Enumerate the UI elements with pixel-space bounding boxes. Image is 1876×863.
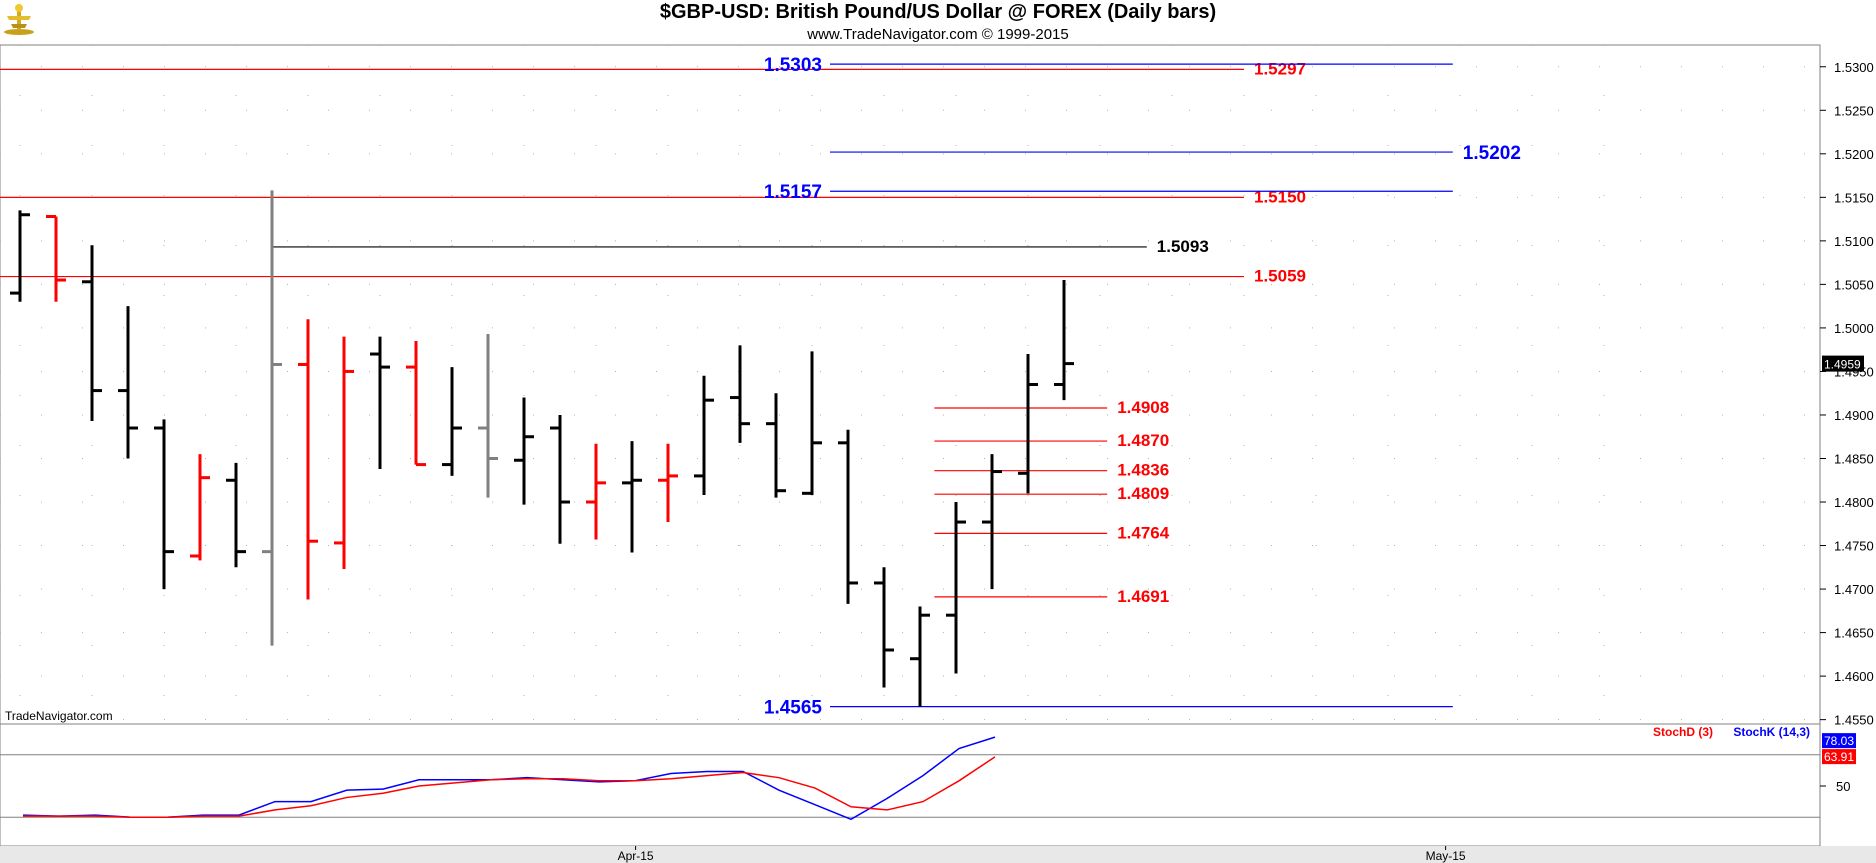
level-label: 1.5093 bbox=[1157, 237, 1209, 256]
level-label: 1.4565 bbox=[764, 698, 823, 719]
legend-stochd: StochD (3) bbox=[1653, 725, 1713, 739]
x-tick-label: May-15 bbox=[1426, 849, 1466, 863]
last-price-label: 1.4959 bbox=[1824, 358, 1861, 372]
y-tick-label: 1.4850 bbox=[1834, 451, 1874, 466]
price-pane bbox=[0, 44, 1821, 725]
ohlc-bars bbox=[10, 190, 1074, 707]
y-tick-label: 1.4600 bbox=[1834, 669, 1874, 684]
stochastic-lines bbox=[22, 736, 996, 821]
ohlc-bar bbox=[550, 414, 570, 544]
y-tick-label: 1.5000 bbox=[1834, 321, 1874, 336]
ohlc-bar bbox=[802, 351, 822, 496]
ohlc-bar bbox=[730, 345, 750, 443]
ohlc-bar bbox=[46, 214, 66, 302]
ohlc-bar bbox=[370, 336, 390, 469]
ohlc-bar bbox=[10, 210, 30, 302]
ohlc-bar bbox=[406, 340, 426, 467]
ohlc-bar bbox=[766, 393, 786, 498]
y-tick-label: 1.4700 bbox=[1834, 582, 1874, 597]
ohlc-bar bbox=[1054, 280, 1074, 401]
chart-subtitle: www.TradeNavigator.com © 1999-2015 bbox=[807, 26, 1069, 43]
stochd-value-box bbox=[1822, 749, 1856, 765]
bottom-axis-bg bbox=[0, 846, 1876, 863]
y-tick-label: 1.5100 bbox=[1834, 234, 1874, 249]
y-tick-label: 1.4800 bbox=[1834, 495, 1874, 510]
level-label: 1.5157 bbox=[764, 182, 822, 203]
y-tick-label: 1.5200 bbox=[1834, 147, 1874, 162]
ohlc-bar bbox=[658, 443, 678, 523]
y-tick-label: 50 bbox=[1836, 779, 1850, 794]
ohlc-bar bbox=[190, 454, 210, 561]
level-label: 1.5202 bbox=[1463, 143, 1521, 164]
ohlc-bar bbox=[82, 245, 102, 422]
trade-navigator-logo-icon bbox=[4, 4, 34, 35]
level-label: 1.4691 bbox=[1117, 587, 1169, 606]
oscillator-axis: 50 StochD (3) StochK (14,3) 78.03 63.91 bbox=[1653, 725, 1856, 794]
ohlc-bar bbox=[154, 419, 174, 590]
ohlc-bar bbox=[874, 567, 894, 688]
ohlc-bar bbox=[910, 606, 930, 707]
x-tick-label: Apr-15 bbox=[618, 849, 654, 863]
level-label: 1.4870 bbox=[1117, 431, 1169, 450]
oscillator-pane bbox=[0, 723, 1821, 847]
ohlc-bar bbox=[334, 336, 354, 570]
ohlc-bar bbox=[514, 397, 534, 505]
price-levels: 1.5297 1.5150 1.5059 1.5093 1.5303 1.5157 1.52… bbox=[0, 55, 1521, 719]
ohlc-bar bbox=[946, 502, 966, 674]
ohlc-bar bbox=[586, 443, 606, 540]
ohlc-bar bbox=[838, 429, 858, 604]
y-tick-label: 1.4750 bbox=[1834, 539, 1874, 554]
last-price-box bbox=[1822, 355, 1864, 372]
ohlc-bar bbox=[118, 306, 138, 459]
chart-title: $GBP-USD: British Pound/US Dollar @ FORE… bbox=[659, 1, 1217, 23]
y-tick-label: 1.4550 bbox=[1834, 713, 1874, 728]
stochk-value: 78.03 bbox=[1824, 734, 1854, 748]
level-label: 1.5297 bbox=[1254, 59, 1306, 78]
ohlc-bar bbox=[694, 375, 714, 496]
time-axis: Apr-15 May-15 bbox=[618, 846, 1466, 863]
stoch-line bbox=[23, 756, 996, 818]
ohlc-bar bbox=[442, 367, 462, 476]
y-tick-label: 1.5250 bbox=[1834, 103, 1874, 118]
ohlc-bar bbox=[262, 190, 282, 646]
y-tick-label: 1.5050 bbox=[1834, 277, 1874, 292]
level-label: 1.5150 bbox=[1254, 187, 1306, 206]
ohlc-bar bbox=[478, 334, 498, 498]
price-pane-axis-bg bbox=[1820, 45, 1876, 725]
stochd-value: 63.91 bbox=[1824, 750, 1854, 764]
level-label: 1.4908 bbox=[1117, 398, 1169, 417]
y-tick-label: 1.4900 bbox=[1834, 408, 1874, 423]
oscillator-grid bbox=[0, 754, 1820, 818]
y-tick-label: 1.4650 bbox=[1834, 626, 1874, 641]
level-label: 1.5059 bbox=[1254, 267, 1306, 286]
chart-header: $GBP-USD: British Pound/US Dollar @ FORE… bbox=[0, 0, 1876, 45]
ohlc-bar bbox=[226, 462, 246, 568]
level-label: 1.4836 bbox=[1117, 461, 1169, 480]
ohlc-bar bbox=[1018, 354, 1038, 494]
price-axis: 1.4550 1.4600 1.4650 1.4700 1.4750 1.4800 1.48… bbox=[1820, 60, 1874, 728]
stochk-value-box bbox=[1822, 733, 1856, 749]
ohlc-bar bbox=[622, 441, 642, 553]
y-tick-label: 1.5150 bbox=[1834, 190, 1874, 205]
y-tick-label: 1.5300 bbox=[1834, 60, 1874, 75]
watermark: TradeNavigator.com bbox=[5, 709, 113, 723]
ohlc-bar bbox=[982, 454, 1002, 590]
level-label: 1.4809 bbox=[1117, 484, 1169, 503]
legend-stochk: StochK (14,3) bbox=[1733, 725, 1810, 739]
level-label: 1.5303 bbox=[764, 55, 822, 76]
level-label: 1.4764 bbox=[1117, 523, 1170, 542]
ohlc-bar bbox=[298, 319, 318, 600]
